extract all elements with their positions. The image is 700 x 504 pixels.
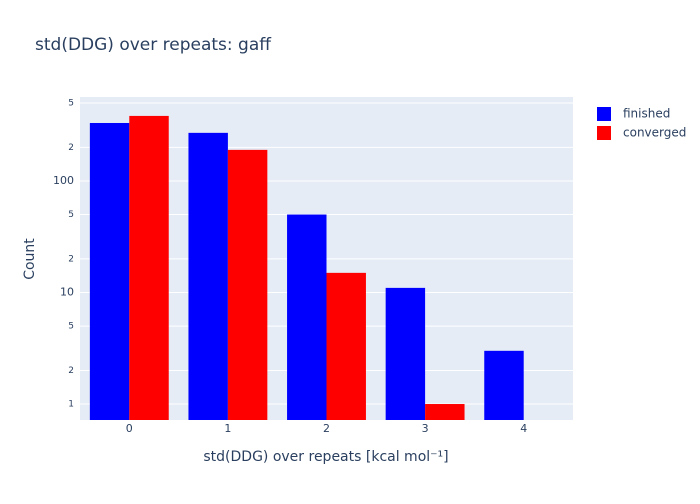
bar xyxy=(287,214,327,420)
bar xyxy=(484,350,524,420)
bar xyxy=(425,404,465,420)
bar xyxy=(129,115,169,420)
x-tick-label: 2 xyxy=(323,422,330,435)
bar xyxy=(227,149,268,420)
y-tick-label: 100 xyxy=(53,174,74,187)
y-tick-label: 1 xyxy=(68,400,74,410)
legend-label: finished xyxy=(623,107,670,121)
y-tick-label: 2 xyxy=(68,366,74,376)
y-tick-label: 5 xyxy=(68,322,74,332)
x-tick-label: 0 xyxy=(126,422,133,435)
x-tick-label: 4 xyxy=(520,422,527,435)
y-tick-label: 5 xyxy=(68,99,74,109)
y-tick-label: 5 xyxy=(68,210,74,220)
bar xyxy=(385,287,426,420)
y-tick-label: 2 xyxy=(68,143,74,153)
x-tick-label: 1 xyxy=(224,422,231,435)
x-tick-label: 3 xyxy=(422,422,429,435)
y-axis-title: Count xyxy=(22,238,38,280)
legend-label: converged xyxy=(623,126,686,140)
y-tick-label: 10 xyxy=(60,285,74,298)
chart-title: std(DDG) over repeats: gaff xyxy=(35,35,272,55)
x-axis-title: std(DDG) over repeats [kcal mol⁻¹] xyxy=(203,449,448,465)
y-tick-label: 2 xyxy=(68,254,74,264)
bar xyxy=(326,272,366,420)
legend-swatch xyxy=(597,126,611,140)
legend-swatch xyxy=(597,107,611,121)
bar xyxy=(89,122,130,421)
bar xyxy=(188,132,228,420)
